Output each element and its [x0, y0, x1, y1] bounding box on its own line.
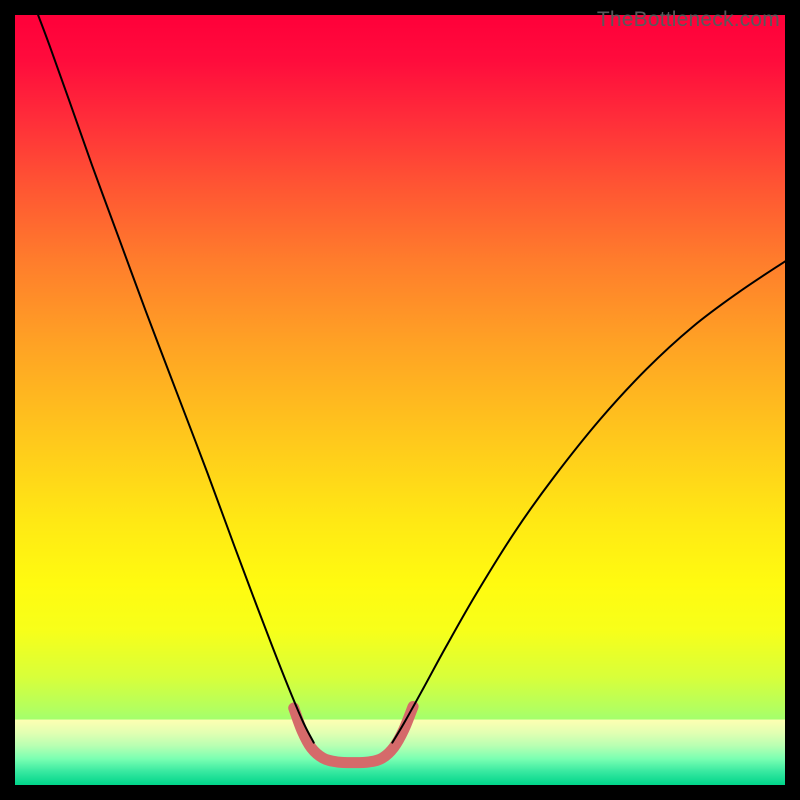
- watermark-text: TheBottleneck.com: [597, 8, 780, 32]
- chart-background: [15, 15, 785, 785]
- bottleneck-curve-chart: [15, 15, 785, 785]
- chart-container: [15, 15, 785, 785]
